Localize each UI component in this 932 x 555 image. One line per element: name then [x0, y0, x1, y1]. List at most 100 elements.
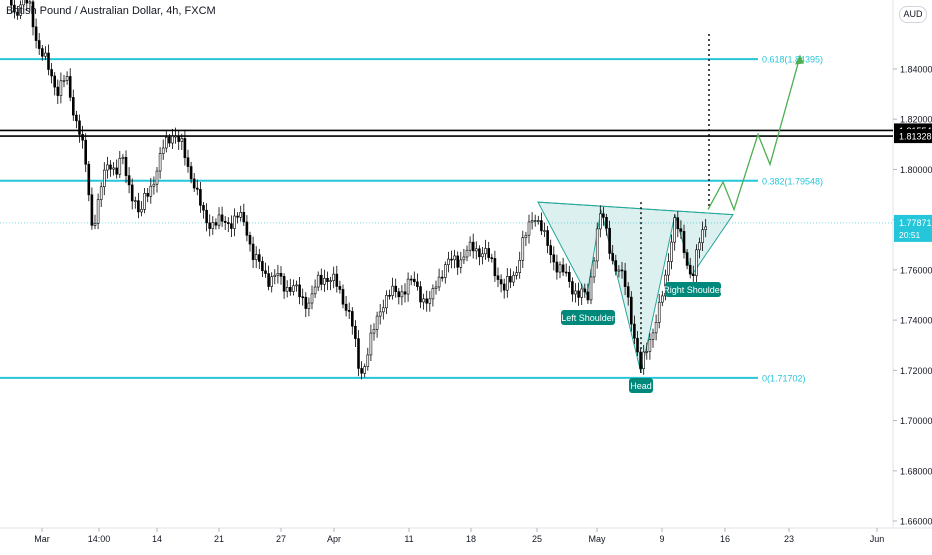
candle-body: [282, 276, 286, 292]
candle-body: [416, 281, 419, 287]
candle-body: [447, 258, 450, 266]
candle-body: [276, 273, 280, 276]
candle-body: [505, 276, 509, 291]
candle-body: [388, 294, 391, 297]
candle-body: [152, 183, 156, 187]
candle-body: [431, 288, 435, 300]
candle-body: [372, 329, 376, 334]
candle-body: [636, 337, 639, 353]
candle-body: [99, 186, 103, 200]
candle-body: [186, 157, 190, 167]
candle-body: [366, 354, 370, 367]
candle-body: [254, 254, 258, 260]
candle-body: [192, 178, 196, 189]
candle-body: [146, 193, 149, 197]
candle-body: [50, 69, 53, 77]
x-tick-label: Mar: [34, 534, 50, 544]
candle-body: [174, 135, 177, 138]
y-tick-label: 1.68000: [900, 466, 932, 476]
y-tick-label: 1.66000: [900, 517, 932, 527]
projection-arrow-head: [795, 54, 804, 65]
candle-body: [577, 290, 580, 298]
candle-body: [651, 332, 655, 340]
y-tick-label: 1.80000: [900, 165, 932, 175]
resistance-price-tag-2: [894, 129, 932, 144]
chart-title: British Pound / Australian Dollar, 4h, F…: [6, 5, 216, 17]
y-tick-label: 1.76000: [900, 265, 932, 275]
candle-body: [521, 237, 525, 261]
candle-body: [502, 283, 506, 291]
x-tick-label: Jun: [870, 534, 885, 544]
currency-badge[interactable]: AUD: [899, 6, 927, 23]
candle-body: [109, 164, 112, 170]
candle-body: [65, 76, 69, 81]
candle-body: [391, 285, 394, 296]
candle-body: [208, 222, 211, 229]
candle-body: [608, 227, 611, 254]
candle-body: [530, 220, 534, 223]
candle-body: [270, 276, 274, 287]
candle-body: [493, 258, 497, 277]
candle-body: [127, 175, 131, 186]
candle-body: [34, 26, 38, 41]
candle-body: [571, 281, 574, 295]
candle-body: [437, 276, 441, 288]
candle-body: [81, 134, 84, 141]
candle-body: [657, 301, 661, 323]
candle-body: [512, 275, 515, 283]
candle-body: [378, 311, 382, 317]
candle-body: [400, 291, 404, 298]
candle-body: [527, 221, 531, 236]
x-tick-label: 14: [152, 534, 162, 544]
candle-body: [214, 222, 218, 226]
projection-path: [707, 56, 801, 212]
candle-body: [344, 303, 348, 311]
candle-body: [524, 234, 528, 238]
candle-body: [68, 76, 72, 98]
candle-body: [161, 147, 165, 154]
candle-body: [540, 220, 543, 232]
candle-body: [673, 217, 677, 243]
candle-body: [549, 245, 553, 256]
candle-body: [629, 296, 633, 325]
candle-body: [40, 48, 44, 57]
y-tick-label: 1.72000: [900, 366, 932, 376]
candle-body: [93, 222, 97, 226]
candle-body: [205, 209, 208, 224]
x-tick-label: 18: [466, 534, 476, 544]
candle-body: [381, 307, 385, 313]
candle-body: [28, 1, 32, 4]
candle-body: [409, 278, 413, 281]
candle-body: [202, 205, 205, 211]
candle-body: [633, 323, 636, 339]
x-tick-label: 14:00: [88, 534, 111, 544]
candle-body: [292, 285, 295, 292]
candle-body: [180, 138, 184, 142]
candle-body: [515, 272, 518, 276]
x-tick-label: May: [588, 534, 606, 544]
candle-body: [567, 272, 571, 282]
candle-body: [688, 265, 692, 275]
candle-body: [695, 249, 698, 276]
candle-body: [403, 291, 407, 295]
candle-body: [614, 260, 618, 272]
candle-body: [124, 156, 128, 176]
candle-body: [468, 241, 472, 251]
candle-body: [72, 97, 75, 116]
candle-body: [189, 166, 193, 180]
current-price-tag: [894, 214, 932, 242]
x-tick-label: 21: [214, 534, 224, 544]
candle-body: [251, 243, 255, 260]
candle-body: [487, 248, 491, 258]
candle-body: [428, 298, 432, 304]
candle-body: [155, 170, 159, 185]
candle-body: [323, 278, 326, 285]
candle-body: [78, 120, 81, 135]
candle-body: [536, 220, 540, 222]
candle-body: [654, 322, 658, 334]
candle-body: [679, 228, 683, 232]
candle-body: [509, 276, 512, 283]
y-tick-label: 1.82000: [900, 115, 932, 125]
